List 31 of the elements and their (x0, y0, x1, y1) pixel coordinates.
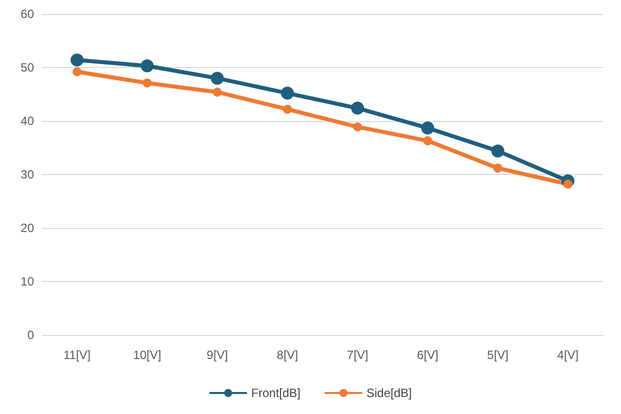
point (70, 54, 84, 67)
point (140, 59, 154, 72)
point (493, 164, 502, 173)
x-tick-label: 11[V] (63, 348, 91, 362)
point (423, 136, 432, 146)
point (210, 72, 224, 85)
point (280, 86, 294, 100)
legend-label: Side[dB] (366, 386, 412, 400)
y-tick-label: 0 (27, 328, 34, 342)
y-tick-label: 50 (20, 60, 34, 74)
x-tick-label: 5[V] (487, 348, 508, 362)
y-tick-label: 60 (20, 7, 34, 21)
point (212, 88, 222, 97)
x-tick-label: 9[V] (206, 348, 228, 362)
point (353, 122, 362, 132)
point (491, 144, 504, 158)
y-tick-label: 10 (20, 274, 34, 288)
y-tick-label: 40 (20, 114, 34, 128)
y-tick-label: 30 (20, 168, 34, 182)
legend-label: Front[dB] (251, 386, 300, 400)
x-tick-label: 7[V] (346, 348, 368, 362)
point (142, 78, 152, 88)
x-tick-label: 8[V] (276, 348, 298, 362)
y-tick-label: 20 (20, 221, 34, 235)
x-tick-label: 6[V] (417, 348, 438, 362)
x-tick-label: 10[V] (133, 348, 162, 362)
point (421, 121, 434, 134)
point (351, 102, 364, 115)
point (282, 104, 292, 114)
point (72, 67, 82, 76)
x-tick-label: 4[V] (557, 348, 579, 362)
